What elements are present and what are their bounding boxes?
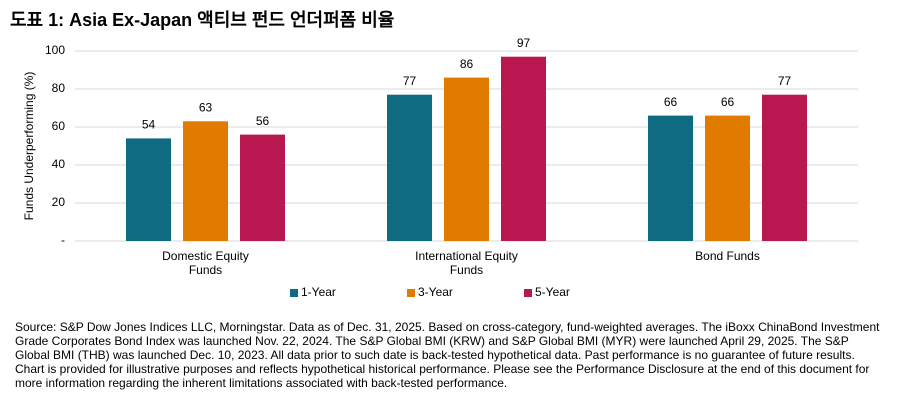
y-tick-label: 80: [52, 81, 66, 95]
y-tick-label: 20: [52, 195, 66, 209]
bar: [705, 115, 750, 241]
value-label: 56: [256, 114, 270, 128]
legend-swatch: [407, 289, 415, 297]
y-axis-label: Funds Underperforming (%): [22, 72, 36, 221]
value-label: 63: [199, 100, 213, 114]
value-label: 77: [778, 74, 792, 88]
y-tick-label: 100: [45, 43, 65, 57]
bar: [183, 121, 228, 241]
value-label: 54: [142, 118, 156, 132]
x-tick-label: International Equity Funds: [415, 249, 518, 277]
legend-label: 1-Year: [301, 285, 336, 299]
value-label: 66: [721, 95, 735, 109]
bar: [240, 134, 285, 241]
bar: [648, 115, 693, 241]
bar: [762, 94, 807, 241]
y-tick-label: -: [61, 233, 65, 247]
x-tick-label: Domestic Equity Funds: [162, 249, 249, 277]
value-label: 77: [403, 74, 417, 88]
value-label: 97: [517, 36, 531, 50]
legend-label: 5-Year: [535, 285, 570, 299]
bar: [501, 56, 546, 242]
legend-swatch: [290, 289, 298, 297]
bar: [444, 77, 489, 241]
bar: [126, 138, 171, 241]
y-tick-label: 60: [52, 119, 66, 133]
source-note: Source: S&P Dow Jones Indices LLC, Morni…: [15, 320, 880, 390]
bar: [387, 94, 432, 241]
chart-title: 도표 1: Asia Ex-Japan 액티브 펀드 언더퍼폼 비율: [10, 10, 395, 30]
legend-swatch: [524, 289, 532, 297]
value-label: 66: [664, 95, 678, 109]
value-label: 86: [460, 57, 474, 71]
x-tick-label: Bond Funds: [695, 249, 760, 263]
y-tick-label: 40: [52, 157, 66, 171]
legend-label: 3-Year: [418, 285, 453, 299]
